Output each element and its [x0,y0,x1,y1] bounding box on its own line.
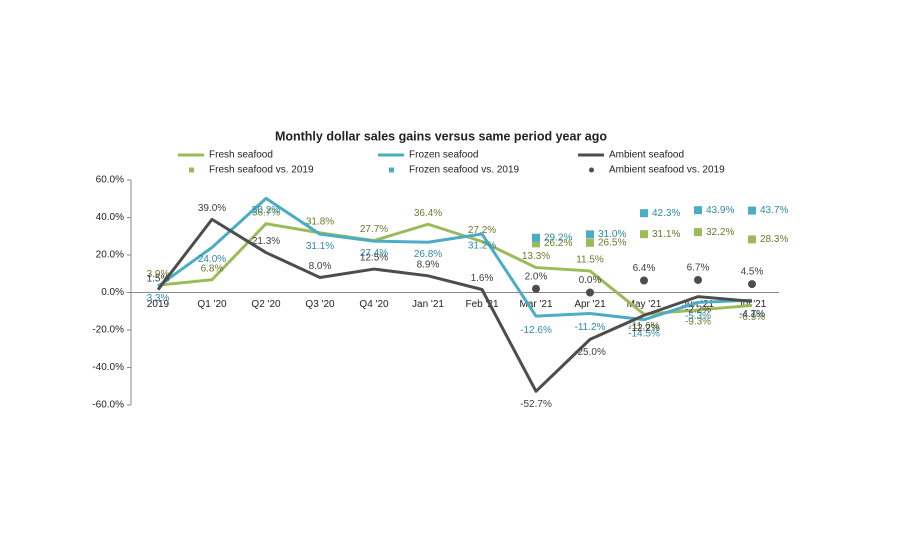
data-label: 6.7% [687,263,710,274]
x-tick-label: Q1 '20 [197,299,227,310]
data-label: 27.4% [360,248,388,259]
y-tick-label: 40.0% [96,212,124,223]
data-label: 36.7% [252,207,280,218]
data-label: 2.0% [525,271,548,282]
data-label: 39.0% [198,203,226,214]
legend-label: Frozen seafood [409,150,479,161]
data-label: -25.0% [574,347,606,358]
data-label: 4.5% [741,267,764,278]
marker [694,228,702,237]
x-tick-label: Mar '21 [519,299,552,310]
series-line [156,217,753,393]
legend-label: Ambient seafood [609,150,684,161]
x-tick-label: Q2 '20 [251,299,281,310]
data-label: -6.9% [739,312,765,323]
data-label: 24.0% [198,254,226,265]
data-label: 13.3% [522,251,550,262]
data-label: 36.4% [414,208,442,219]
marker [640,276,648,285]
data-label: 29.2% [544,232,572,243]
y-tick-label: 0.0% [101,287,124,298]
data-label: 28.3% [760,234,788,245]
data-label: 31.1% [652,229,680,240]
data-label: 31.2% [468,241,496,252]
data-label: 32.2% [706,227,734,238]
marker [586,238,594,247]
data-label: 43.7% [760,205,788,216]
data-label: -14.5% [628,328,660,339]
y-tick-label: 20.0% [96,250,124,261]
data-label: 26.5% [598,237,626,248]
data-label: 31.1% [306,241,334,252]
marker [532,284,540,293]
x-tick-label: Jan '21 [412,299,444,310]
y-tick-label: -20.0% [92,325,124,336]
y-tick-label: 60.0% [96,175,124,186]
data-label: 8.9% [417,259,440,270]
data-label: 26.8% [414,249,442,260]
legend-label: Fresh seafood vs. 2019 [209,165,314,176]
data-label: -9.3% [685,317,711,328]
data-label: -5.3% [685,311,711,322]
data-label: -12.6% [520,325,552,336]
x-tick-label: Jun '21 [682,299,714,310]
data-label: -4.7% [739,309,765,320]
marker [748,280,756,289]
series-line [157,196,753,322]
marker [532,239,540,248]
data-label: 31.0% [598,229,626,240]
data-label: 1.5% [147,273,170,284]
legend-swatch [189,167,194,173]
data-label: 0.0% [579,275,602,286]
data-label: 6.4% [633,263,656,274]
data-label: 27.7% [360,224,388,235]
x-tick-label: 2019 [147,299,170,310]
data-label: 43.9% [706,205,734,216]
legend-label: Fresh seafood [209,150,273,161]
x-tick-label: Apr '21 [574,299,606,310]
marker [694,275,702,284]
legend-swatch [389,167,394,173]
data-label: 11.5% [576,255,604,266]
y-tick-label: -60.0% [92,400,124,411]
data-label: 26.2% [544,238,572,249]
data-label: 27.2% [468,225,496,236]
x-tick-label: Feb '21 [465,299,498,310]
chart-title: Monthly dollar sales gains versus same p… [275,129,607,143]
marker [586,230,594,239]
data-label: -11.6% [629,321,660,332]
data-label: 8.0% [309,261,332,272]
data-label: 12.5% [360,253,388,264]
legend-label: Frozen seafood vs. 2019 [409,165,520,176]
marker [586,288,594,297]
data-label: -2.2% [685,304,711,315]
data-label: 31.8% [306,217,334,228]
data-label: -4.1% [739,309,765,320]
data-label: -52.7% [520,399,552,410]
data-label: 6.8% [201,263,224,274]
data-label: 42.3% [652,208,680,219]
data-label: 21.3% [252,236,280,247]
legend-swatch [589,167,594,173]
data-label: -12.2% [628,323,660,334]
marker [694,206,702,215]
marker [748,206,756,215]
x-tick-label: Q4 '20 [359,299,389,310]
marker [532,233,540,242]
data-label: 3.3% [147,293,170,304]
x-tick-label: Jul '21 [738,299,767,310]
y-tick-label: -40.0% [92,362,124,373]
data-label: 1.6% [471,273,494,284]
marker [748,235,756,244]
marker [640,230,648,239]
legend-label: Ambient seafood vs. 2019 [609,165,725,176]
x-tick-label: Q3 '20 [305,299,335,310]
marker [640,209,648,218]
x-tick-label: May '21 [627,299,662,310]
data-label: 50.2% [252,205,280,216]
data-label: -11.2% [575,322,606,333]
data-label: 3.9% [147,269,170,280]
